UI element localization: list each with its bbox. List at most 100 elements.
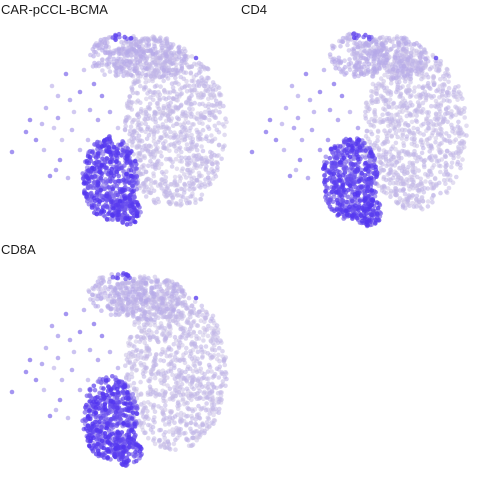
cell-point bbox=[283, 105, 289, 111]
cell-point bbox=[209, 102, 215, 108]
cell-point bbox=[354, 216, 360, 221]
cell-point bbox=[89, 205, 95, 210]
cell-point bbox=[381, 189, 387, 195]
cell-point bbox=[406, 83, 411, 89]
cell-point bbox=[345, 177, 350, 182]
cell-point bbox=[201, 338, 206, 343]
cell-point bbox=[453, 104, 458, 110]
cell-point bbox=[195, 92, 201, 98]
cell-point bbox=[423, 179, 428, 184]
cell-point bbox=[189, 341, 194, 347]
cell-point bbox=[65, 175, 71, 181]
cell-point bbox=[166, 199, 171, 205]
cell-point bbox=[90, 149, 95, 155]
cell-point bbox=[194, 142, 200, 148]
cell-point bbox=[135, 91, 140, 96]
cell-point bbox=[191, 87, 197, 93]
cell-point bbox=[136, 44, 142, 50]
cell-point bbox=[382, 128, 387, 133]
cell-point bbox=[204, 327, 210, 332]
cell-point bbox=[174, 80, 179, 85]
cell-point bbox=[158, 150, 163, 155]
cell-point bbox=[178, 198, 184, 204]
cell-point bbox=[106, 185, 111, 190]
cell-point bbox=[389, 162, 395, 167]
cell-point bbox=[380, 152, 386, 158]
cell-point bbox=[166, 117, 172, 123]
cell-point bbox=[55, 115, 61, 121]
cell-point bbox=[325, 137, 331, 143]
cell-point bbox=[357, 178, 362, 183]
cell-point bbox=[395, 59, 400, 64]
cell-point bbox=[331, 180, 337, 185]
cell-point bbox=[446, 74, 452, 79]
cell-point bbox=[340, 209, 345, 214]
cell-point bbox=[140, 409, 146, 415]
cell-point bbox=[153, 391, 158, 396]
cell-point bbox=[129, 107, 135, 112]
cell-point bbox=[113, 159, 119, 164]
cell-point bbox=[453, 137, 459, 142]
cell-point bbox=[124, 153, 130, 159]
cell-point bbox=[91, 195, 97, 201]
cell-point bbox=[437, 61, 443, 66]
cell-point bbox=[415, 100, 421, 105]
cell-point bbox=[409, 93, 414, 98]
cell-point bbox=[193, 416, 199, 422]
cell-point bbox=[430, 200, 435, 205]
cell-point bbox=[368, 142, 374, 148]
cell-point bbox=[389, 39, 395, 45]
cell-point bbox=[143, 143, 149, 148]
cell-point bbox=[391, 154, 396, 160]
cell-point bbox=[197, 102, 202, 107]
cell-point bbox=[208, 92, 213, 98]
cell-point bbox=[172, 420, 177, 425]
cell-point bbox=[125, 49, 131, 54]
cell-point bbox=[407, 203, 412, 209]
cell-point bbox=[163, 51, 169, 57]
cell-point bbox=[101, 209, 107, 214]
cell-point bbox=[406, 183, 412, 189]
cell-point bbox=[142, 188, 147, 193]
cell-point bbox=[157, 392, 162, 398]
cell-point bbox=[415, 126, 420, 132]
cell-point bbox=[372, 48, 377, 54]
cell-point bbox=[189, 78, 195, 84]
cell-point bbox=[411, 179, 416, 185]
cell-point bbox=[203, 81, 208, 86]
cell-point bbox=[95, 117, 101, 123]
cell-point bbox=[166, 103, 172, 109]
cell-point bbox=[101, 213, 107, 218]
cell-point bbox=[217, 396, 222, 402]
cell-point bbox=[352, 35, 357, 41]
cell-point bbox=[171, 135, 176, 141]
cell-point bbox=[416, 43, 422, 48]
cell-point bbox=[168, 100, 173, 105]
cell-point bbox=[181, 190, 187, 195]
cell-point bbox=[396, 199, 402, 205]
cell-point bbox=[194, 157, 200, 162]
cell-point bbox=[194, 358, 199, 364]
cell-point bbox=[188, 70, 194, 75]
cell-point bbox=[382, 184, 387, 189]
cell-point bbox=[178, 392, 184, 398]
cell-point bbox=[408, 71, 414, 77]
cell-point bbox=[177, 178, 183, 184]
cell-point bbox=[123, 375, 129, 381]
cell-point bbox=[153, 162, 158, 168]
cell-point bbox=[175, 68, 180, 73]
cell-point bbox=[381, 85, 387, 91]
cell-point bbox=[451, 155, 456, 161]
cell-point bbox=[77, 147, 83, 153]
cell-point bbox=[363, 116, 369, 121]
cell-point bbox=[350, 198, 355, 204]
cell-point bbox=[299, 137, 305, 143]
cell-point bbox=[414, 143, 420, 149]
cell-point bbox=[155, 139, 161, 145]
cell-point bbox=[148, 74, 154, 79]
cell-point bbox=[393, 140, 399, 146]
cell-point bbox=[456, 144, 461, 150]
cell-point bbox=[211, 384, 217, 390]
cell-point bbox=[187, 106, 192, 111]
cell-point bbox=[418, 92, 423, 98]
